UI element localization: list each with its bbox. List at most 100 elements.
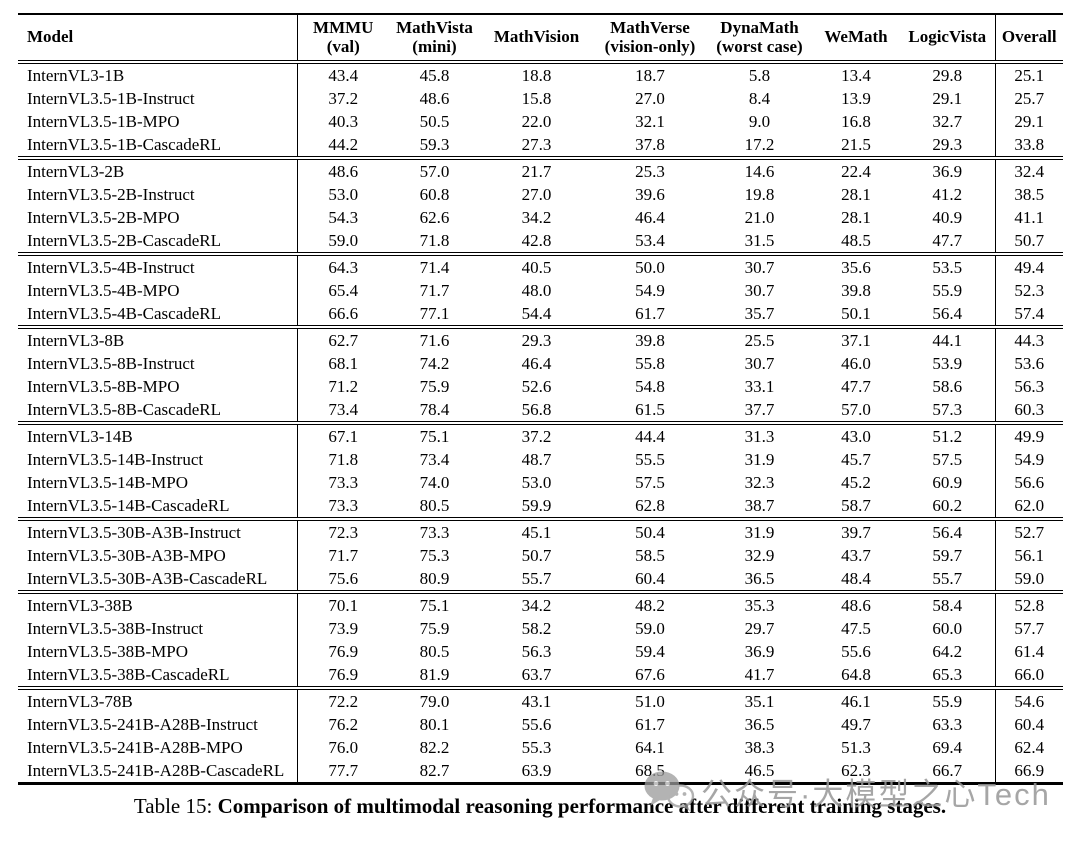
score-cell: 58.5 — [635, 546, 665, 565]
table-row: InternVL3.5-30B-A3B-Instruct 72.3 73.3 45.1… — [18, 519, 1063, 544]
table-row: InternVL3.5-4B-MPO 65.4 71.7 48.0 54.9 30.7 39… — [18, 279, 1063, 302]
score-cell: 51.0 — [635, 692, 665, 711]
column-header-mathvista: MathVista (mini) — [396, 18, 473, 56]
model-group: InternVL3-14B 67.1 75.1 37.2 44.4 31.3 43.0 51.… — [18, 423, 1063, 519]
score-cell: 73.9 — [328, 619, 359, 638]
score-cell: 55.5 — [635, 450, 665, 469]
table-row: InternVL3.5-8B-MPO 71.2 75.9 52.6 54.8 33.1 47… — [18, 375, 1063, 398]
score-cell: 60.8 — [419, 185, 450, 204]
model-group: InternVL3-38B 70.1 75.1 34.2 48.2 35.3 48.6 58.… — [18, 592, 1063, 688]
model-cell: InternVL3-8B — [18, 327, 298, 352]
column-header-logicvista: LogicVista — [908, 27, 987, 47]
score-cell: 65.4 — [328, 281, 359, 300]
score-cell: 75.1 — [419, 596, 450, 615]
score-cell: 45.1 — [521, 523, 552, 542]
score-cell: 34.2 — [521, 596, 552, 615]
score-cell: 60.0 — [932, 619, 963, 638]
score-cell: 76.9 — [328, 665, 359, 684]
model-cell: InternVL3.5-8B-MPO — [18, 375, 298, 398]
model-cell: InternVL3.5-4B-Instruct — [18, 254, 298, 279]
score-cell: 32.3 — [744, 473, 775, 492]
score-cell: 71.4 — [419, 258, 450, 277]
model-cell: InternVL3.5-14B-CascadeRL — [18, 494, 298, 519]
score-cell: 61.7 — [635, 304, 665, 323]
score-cell: 50.1 — [841, 304, 871, 323]
score-cell: 72.3 — [328, 523, 359, 542]
model-cell: InternVL3.5-14B-MPO — [18, 471, 298, 494]
score-cell: 70.1 — [328, 596, 359, 615]
score-cell: 45.8 — [419, 66, 450, 85]
score-cell: 66.0 — [994, 663, 1063, 688]
score-cell: 52.7 — [994, 519, 1063, 544]
score-cell: 21.0 — [744, 208, 775, 227]
score-cell: 55.3 — [521, 738, 552, 757]
score-cell: 54.6 — [994, 688, 1063, 713]
score-cell: 69.4 — [932, 738, 963, 757]
model-group: InternVL3-1B 43.4 45.8 18.8 18.7 5.8 13.4 29.8 2… — [18, 62, 1063, 158]
table-row: InternVL3.5-8B-Instruct 68.1 74.2 46.4 55.8 3… — [18, 352, 1063, 375]
score-cell: 80.9 — [419, 569, 450, 588]
score-cell: 61.4 — [994, 640, 1063, 663]
model-group: InternVL3-78B 72.2 79.0 43.1 51.0 35.1 46.1 55.… — [18, 688, 1063, 784]
score-cell: 66.6 — [328, 304, 359, 323]
score-cell: 53.0 — [328, 185, 359, 204]
score-cell: 31.9 — [744, 450, 775, 469]
score-cell: 54.9 — [994, 448, 1063, 471]
score-cell: 57.5 — [932, 450, 963, 469]
score-cell: 64.8 — [841, 665, 871, 684]
score-cell: 51.2 — [932, 427, 963, 446]
table-row: InternVL3.5-30B-A3B-MPO 71.7 75.3 50.7 58.5 3… — [18, 544, 1063, 567]
score-cell: 55.6 — [841, 642, 871, 661]
score-cell: 46.4 — [521, 354, 552, 373]
table-row: InternVL3.5-241B-A28B-CascadeRL 77.7 82.7 6… — [18, 759, 1063, 784]
score-cell: 62.8 — [635, 496, 665, 515]
score-cell: 68.5 — [635, 761, 665, 780]
score-cell: 54.9 — [635, 281, 665, 300]
score-cell: 27.0 — [521, 185, 552, 204]
score-cell: 32.7 — [932, 112, 963, 131]
score-cell: 59.3 — [419, 135, 450, 154]
table-row: InternVL3.5-1B-MPO 40.3 50.5 22.0 32.1 9.0 16.… — [18, 110, 1063, 133]
score-cell: 59.0 — [994, 567, 1063, 592]
score-cell: 9.0 — [748, 112, 771, 131]
score-cell: 76.0 — [328, 738, 359, 757]
column-header-model: Model — [18, 14, 298, 62]
score-cell: 66.9 — [994, 759, 1063, 784]
score-cell: 41.7 — [744, 665, 775, 684]
score-cell: 44.2 — [328, 135, 359, 154]
table-header-row: Model MMMU (val) MathVista (mini) MathVision M… — [18, 14, 1063, 62]
score-cell: 55.9 — [932, 692, 963, 711]
table-row: InternVL3.5-4B-CascadeRL 66.6 77.1 54.4 61.7… — [18, 302, 1063, 327]
score-cell: 65.3 — [932, 665, 963, 684]
score-cell: 56.4 — [932, 304, 963, 323]
score-cell: 62.4 — [994, 736, 1063, 759]
score-cell: 57.5 — [635, 473, 665, 492]
table-row: InternVL3.5-241B-A28B-Instruct 76.2 80.1 55… — [18, 713, 1063, 736]
score-cell: 48.7 — [521, 450, 552, 469]
score-cell: 81.9 — [419, 665, 450, 684]
score-cell: 22.4 — [841, 162, 871, 181]
model-cell: InternVL3-38B — [18, 592, 298, 617]
table-row: InternVL3.5-241B-A28B-MPO 76.0 82.2 55.3 64.… — [18, 736, 1063, 759]
table-row: InternVL3.5-14B-MPO 73.3 74.0 53.0 57.5 32.3 4… — [18, 471, 1063, 494]
score-cell: 51.3 — [841, 738, 871, 757]
score-cell: 61.5 — [635, 400, 665, 419]
score-cell: 39.6 — [635, 185, 665, 204]
score-cell: 58.2 — [521, 619, 552, 638]
score-cell: 38.3 — [744, 738, 775, 757]
score-cell: 58.6 — [932, 377, 963, 396]
score-cell: 48.6 — [419, 89, 450, 108]
score-cell: 27.3 — [521, 135, 552, 154]
table-row: InternVL3.5-14B-Instruct 71.8 73.4 48.7 55.5… — [18, 448, 1063, 471]
score-cell: 35.6 — [841, 258, 871, 277]
score-cell: 30.7 — [744, 354, 775, 373]
score-cell: 54.8 — [635, 377, 665, 396]
score-cell: 22.0 — [521, 112, 552, 131]
score-cell: 54.3 — [328, 208, 359, 227]
score-cell: 39.8 — [841, 281, 871, 300]
score-cell: 76.9 — [328, 642, 359, 661]
score-cell: 37.8 — [635, 135, 665, 154]
score-cell: 48.5 — [841, 231, 871, 250]
model-cell: InternVL3.5-2B-CascadeRL — [18, 229, 298, 254]
score-cell: 14.6 — [744, 162, 775, 181]
